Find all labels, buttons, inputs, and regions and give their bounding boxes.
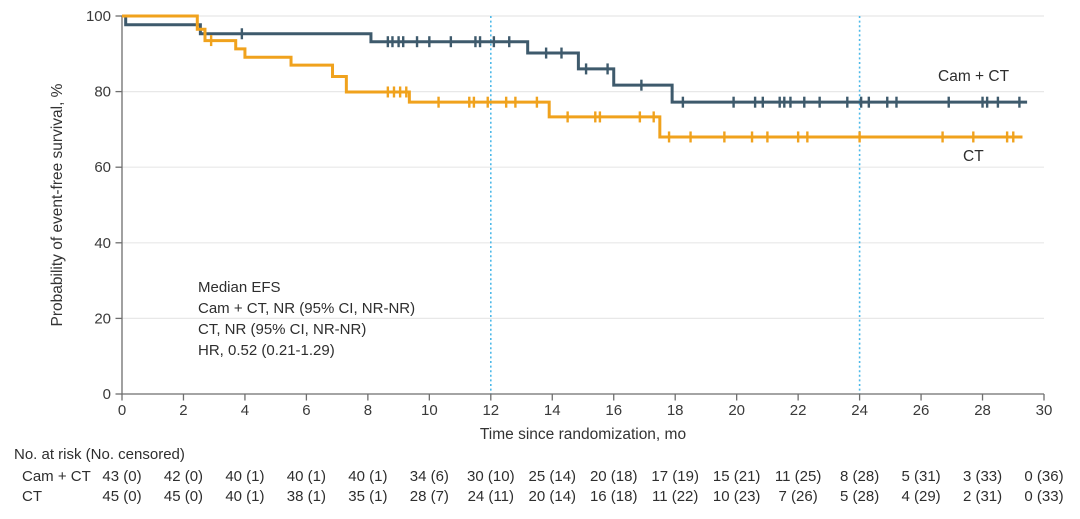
- risk-cell: 42 (0): [163, 468, 204, 485]
- x-tick-label: 18: [667, 402, 684, 419]
- x-tick-label: 8: [364, 402, 372, 419]
- risk-cell: 5 (31): [901, 468, 941, 485]
- reference-lines: [489, 16, 861, 394]
- risk-cell: 45 (0): [102, 488, 142, 505]
- risk-cell: 0 (33): [1024, 488, 1064, 505]
- risk-cell: 34 (6): [409, 468, 449, 485]
- risk-cell: 7 (26): [778, 488, 818, 505]
- risk-cell: 11 (25): [774, 468, 822, 485]
- x-tick-label: 16: [605, 402, 622, 419]
- risk-cell: 24 (11): [467, 488, 514, 505]
- risk-cell: 25 (14): [528, 468, 577, 485]
- risk-row-label: Cam + CT: [22, 468, 91, 485]
- ct-curve: [122, 14, 1023, 139]
- y-tick-label: 80: [94, 84, 111, 101]
- risk-row-ct: CT 45 (0) 45 (0) 40 (1) 38 (1) 35 (1) 28 (7) 2…: [0, 488, 1080, 508]
- x-tick-label: 24: [851, 402, 868, 419]
- x-tick-label: 12: [482, 402, 499, 419]
- risk-cell: 40 (1): [225, 488, 265, 505]
- risk-table-title: No. at risk (No. censored): [14, 446, 185, 463]
- risk-cell: 2 (31): [962, 488, 1003, 505]
- x-tick-label: 10: [421, 402, 438, 419]
- risk-cell: 30 (10): [467, 468, 515, 485]
- ct-censor-marks: [209, 35, 1015, 143]
- risk-cell: 20 (18): [589, 468, 638, 485]
- x-axis-title: Time since randomization, mo: [480, 426, 686, 442]
- risk-cell: 40 (1): [348, 468, 388, 485]
- x-tick-label: 26: [913, 402, 930, 419]
- median-efs-annotation: Median EFS Cam + CT, NR (95% CI, NR-NR) …: [198, 279, 415, 359]
- y-tick-label: 0: [103, 386, 111, 403]
- x-tick-label: 4: [241, 402, 249, 419]
- axes: [115, 15, 1045, 401]
- x-tick-label: 14: [544, 402, 561, 419]
- risk-cell: 38 (1): [286, 488, 326, 505]
- x-tick-label: 0: [118, 402, 126, 419]
- annotation-line: Cam + CT, NR (95% CI, NR-NR): [198, 300, 415, 317]
- risk-cell: 10 (23): [712, 488, 761, 505]
- y-tick-label: 20: [94, 310, 111, 327]
- risk-cell: 16 (18): [589, 488, 638, 505]
- risk-cell: 40 (1): [225, 468, 265, 485]
- risk-cell: 4 (29): [901, 488, 941, 505]
- risk-cell: 11 (22): [651, 488, 699, 505]
- risk-cell: 0 (36): [1024, 468, 1064, 485]
- camct-censor-marks: [240, 28, 1021, 108]
- risk-row-camct: Cam + CT 43 (0) 42 (0) 40 (1) 40 (1) 40 (1) 3…: [0, 468, 1080, 488]
- risk-cell: 5 (28): [840, 488, 880, 505]
- annotation-line: HR, 0.52 (0.21-1.29): [198, 342, 335, 359]
- x-tick-label: 30: [1036, 402, 1053, 419]
- y-tick-label: 40: [94, 235, 111, 252]
- camct-curve: [122, 14, 1028, 104]
- y-tick-label: 60: [94, 159, 111, 176]
- risk-cell: 35 (1): [348, 488, 388, 505]
- y-tick-label: 100: [86, 8, 111, 25]
- curve-label-camct: Cam + CT: [938, 68, 1010, 85]
- risk-cell: 45 (0): [163, 488, 204, 505]
- x-tick-label: 2: [179, 402, 187, 419]
- curve-label-ct: CT: [963, 148, 984, 165]
- gridlines: [122, 15, 1044, 319]
- x-tick-label: 20: [728, 402, 745, 419]
- survival-curves: [122, 14, 1028, 143]
- y-axis-title: Probability of event-free survival, %: [49, 83, 66, 326]
- risk-cell: 43 (0): [102, 468, 142, 485]
- risk-cell: 40 (1): [286, 468, 326, 485]
- annotation-line: CT, NR (95% CI, NR-NR): [198, 321, 366, 338]
- risk-cell: 20 (14): [528, 488, 577, 505]
- x-tick-label: 22: [790, 402, 807, 419]
- risk-cell: 8 (28): [840, 468, 880, 485]
- risk-row-label: CT: [22, 488, 42, 505]
- risk-cell: 15 (21): [712, 468, 761, 485]
- x-tick-label: 28: [974, 402, 991, 419]
- risk-cell: 17 (19): [651, 468, 699, 485]
- annotation-line: Median EFS: [198, 279, 281, 296]
- risk-cell: 3 (33): [962, 468, 1003, 485]
- x-tick-label: 6: [302, 402, 310, 419]
- risk-cell: 28 (7): [409, 488, 449, 505]
